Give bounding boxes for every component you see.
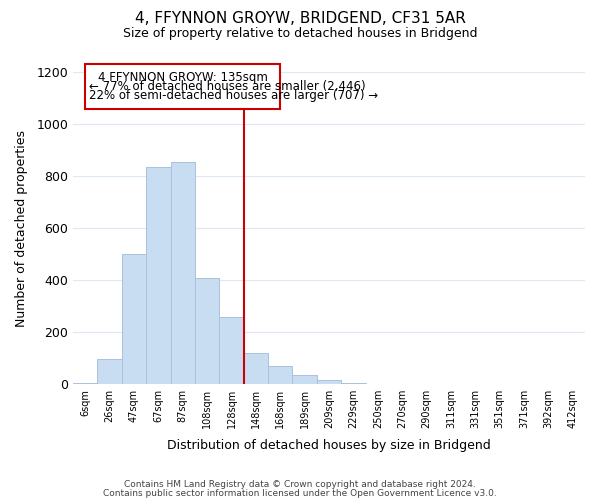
Bar <box>97 360 122 384</box>
Text: 4 FFYNNON GROYW: 135sqm: 4 FFYNNON GROYW: 135sqm <box>98 71 268 84</box>
Text: ← 77% of detached houses are smaller (2,446): ← 77% of detached houses are smaller (2,… <box>89 80 365 94</box>
Text: Size of property relative to detached houses in Bridgend: Size of property relative to detached ho… <box>123 28 477 40</box>
Bar <box>292 375 317 384</box>
Text: Contains public sector information licensed under the Open Government Licence v3: Contains public sector information licen… <box>103 490 497 498</box>
Bar <box>122 254 146 384</box>
FancyBboxPatch shape <box>85 64 280 108</box>
Bar <box>146 167 170 384</box>
Bar <box>244 353 268 384</box>
Text: 22% of semi-detached houses are larger (707) →: 22% of semi-detached houses are larger (… <box>89 89 378 102</box>
Text: 4, FFYNNON GROYW, BRIDGEND, CF31 5AR: 4, FFYNNON GROYW, BRIDGEND, CF31 5AR <box>134 11 466 26</box>
Bar <box>73 383 97 384</box>
X-axis label: Distribution of detached houses by size in Bridgend: Distribution of detached houses by size … <box>167 440 491 452</box>
Bar <box>341 383 365 384</box>
Bar <box>220 316 244 384</box>
Y-axis label: Number of detached properties: Number of detached properties <box>15 130 28 326</box>
Bar <box>170 162 195 384</box>
Bar <box>268 366 292 384</box>
Bar <box>317 380 341 384</box>
Bar <box>195 278 220 384</box>
Text: Contains HM Land Registry data © Crown copyright and database right 2024.: Contains HM Land Registry data © Crown c… <box>124 480 476 489</box>
